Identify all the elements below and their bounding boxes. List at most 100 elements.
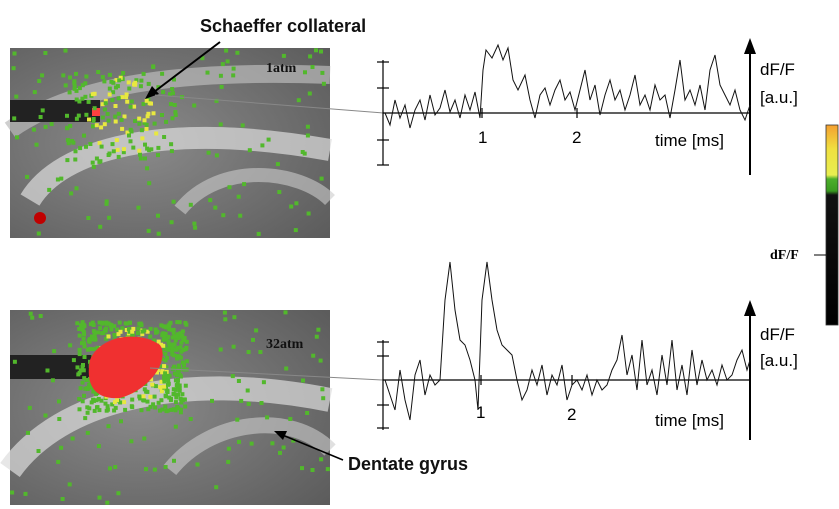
signal-pixel — [84, 74, 89, 79]
signal-pixel — [159, 389, 164, 394]
signal-pixel — [171, 91, 175, 96]
signal-pixel — [88, 347, 93, 351]
signal-pixel — [172, 364, 177, 369]
signal-pixel — [143, 142, 147, 147]
trace — [384, 261, 751, 421]
signal-pixel — [155, 368, 160, 373]
signal-pixel — [235, 417, 240, 422]
signal-pixel — [231, 344, 236, 349]
signal-pixel — [163, 404, 168, 409]
signal-pixel — [140, 136, 145, 141]
signal-pixel — [163, 351, 168, 356]
signal-pixel — [138, 152, 142, 157]
signal-pixel — [43, 124, 48, 129]
signal-pixel — [111, 149, 116, 154]
signal-pixel — [179, 349, 184, 354]
signal-pixel — [162, 364, 167, 369]
signal-pixel — [156, 153, 160, 158]
signal-pixel — [310, 468, 315, 472]
signal-pixel — [254, 328, 259, 333]
signal-pixel — [226, 459, 231, 464]
signal-pixel — [82, 133, 86, 138]
signal-pixel — [160, 71, 165, 76]
signal-pixel — [90, 160, 95, 165]
signal-pixel — [137, 116, 142, 121]
signal-pixel — [231, 66, 236, 71]
signal-pixel — [175, 320, 180, 325]
signal-pixel — [70, 139, 75, 143]
signal-pixel — [73, 157, 78, 162]
signal-pixel — [74, 71, 78, 76]
signal-pixel — [155, 370, 159, 375]
signal-pixel — [163, 371, 168, 376]
signal-pixel — [305, 133, 310, 138]
signal-pixel — [106, 334, 111, 339]
signal-pixel — [82, 355, 87, 359]
signal-pixel — [15, 135, 19, 140]
signal-pixel — [75, 365, 80, 370]
signal-pixel — [260, 143, 265, 148]
signal-pixel — [84, 112, 89, 117]
signal-pixel — [74, 97, 79, 102]
signal-pixel — [49, 122, 54, 127]
signal-pixel — [43, 413, 48, 418]
signal-pixel — [77, 333, 82, 338]
signal-pixel — [134, 78, 139, 83]
signal-pixel — [152, 394, 157, 399]
signal-pixel — [178, 396, 183, 401]
signal-pixel — [162, 324, 166, 329]
signal-pixel — [138, 396, 143, 401]
signal-pixel — [230, 374, 235, 379]
signal-pixel — [67, 482, 72, 487]
signal-pixel — [91, 164, 96, 169]
signal-pixel — [169, 149, 174, 154]
signal-pixel — [129, 99, 134, 104]
signal-pixel — [167, 324, 171, 329]
signal-pixel — [47, 187, 52, 192]
signal-pixel — [300, 466, 304, 471]
signal-pixel — [83, 81, 88, 86]
signal-pixel — [68, 124, 73, 128]
signal-pixel — [288, 417, 293, 421]
signal-pixel — [107, 151, 112, 156]
signal-pixel — [165, 375, 170, 380]
signal-pixel — [171, 199, 176, 204]
signal-pixel — [242, 182, 247, 187]
signal-pixel — [145, 114, 150, 119]
signal-pixel — [168, 398, 173, 403]
signal-pixel — [87, 382, 92, 387]
signal-pixel — [173, 347, 178, 352]
signal-pixel — [108, 466, 112, 471]
signal-pixel — [128, 139, 133, 144]
signal-pixel — [92, 408, 97, 413]
signal-pixel — [141, 394, 146, 399]
x-label: time [ms] — [655, 131, 724, 150]
signal-pixel — [104, 336, 109, 341]
signal-pixel — [137, 121, 142, 126]
signal-pixel — [193, 225, 198, 230]
signal-pixel — [148, 334, 153, 339]
signal-pixel — [57, 399, 61, 404]
signal-pixel — [107, 215, 112, 220]
signal-pixel — [173, 338, 178, 343]
signal-pixel — [174, 373, 179, 378]
signal-pixel — [57, 417, 62, 421]
signal-pixel — [77, 370, 82, 375]
signal-pixel — [177, 320, 182, 325]
signal-pixel — [170, 349, 175, 354]
signal-pixel — [142, 118, 147, 123]
x-tick-label: 2 — [572, 128, 581, 147]
signal-pixel — [278, 450, 282, 455]
signal-pixel — [136, 326, 141, 331]
signal-pixel — [153, 384, 158, 389]
signal-pixel — [124, 92, 129, 97]
signal-pixel — [166, 347, 171, 352]
signal-pixel — [178, 345, 183, 350]
signal-pixel — [163, 346, 168, 351]
signal-pixel — [113, 465, 118, 469]
signal-pixel — [192, 221, 197, 226]
signal-pixel — [310, 65, 315, 69]
signal-pixel — [159, 323, 164, 328]
signal-pixel — [171, 407, 176, 412]
signal-pixel — [206, 150, 211, 155]
